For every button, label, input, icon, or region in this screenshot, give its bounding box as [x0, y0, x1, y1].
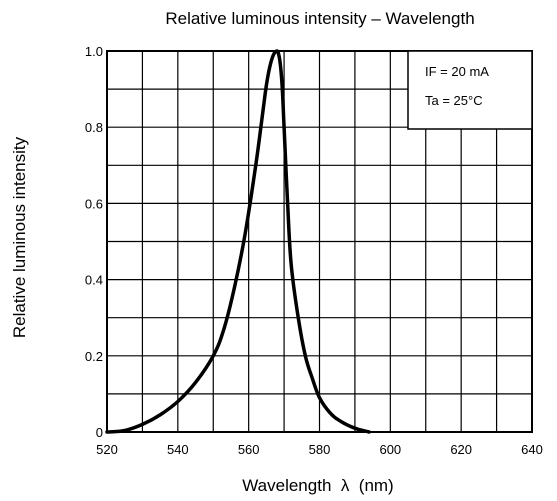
x-tick-label: 640: [521, 442, 543, 457]
y-tick-label: 0.4: [85, 273, 103, 288]
y-tick-labels: 0 0.2 0.4 0.6 0.8 1.0: [85, 44, 103, 440]
series-layer: [105, 49, 371, 434]
y-tick-label: 1.0: [85, 44, 103, 59]
y-axis-label: Relative luminous intensity: [10, 136, 29, 338]
y-tick-label: 0.2: [85, 349, 103, 364]
y-tick-label: 0: [96, 425, 103, 440]
x-tick-label: 520: [96, 442, 118, 457]
x-tick-label: 600: [379, 442, 401, 457]
condition-temperature: Ta = 25°C: [425, 93, 483, 108]
x-tick-label: 540: [167, 442, 189, 457]
condition-current: IF = 20 mA: [425, 64, 489, 79]
x-tick-label: 580: [309, 442, 331, 457]
plot-frame: [106, 50, 533, 433]
x-tick-label: 620: [450, 442, 472, 457]
series-line: [105, 49, 371, 434]
conditions-box: IF = 20 mA Ta = 25°C: [407, 50, 533, 130]
chart-title: Relative luminous intensity – Wavelength: [165, 9, 474, 28]
y-tick-label: 0.8: [85, 120, 103, 135]
x-axis-label: Wavelength λ (nm): [242, 476, 393, 495]
x-tick-label: 560: [238, 442, 260, 457]
x-tick-labels: 520 540 560 580 600 620 640: [96, 442, 543, 457]
y-tick-label: 0.6: [85, 196, 103, 211]
conditions-box-frame: [407, 50, 533, 130]
